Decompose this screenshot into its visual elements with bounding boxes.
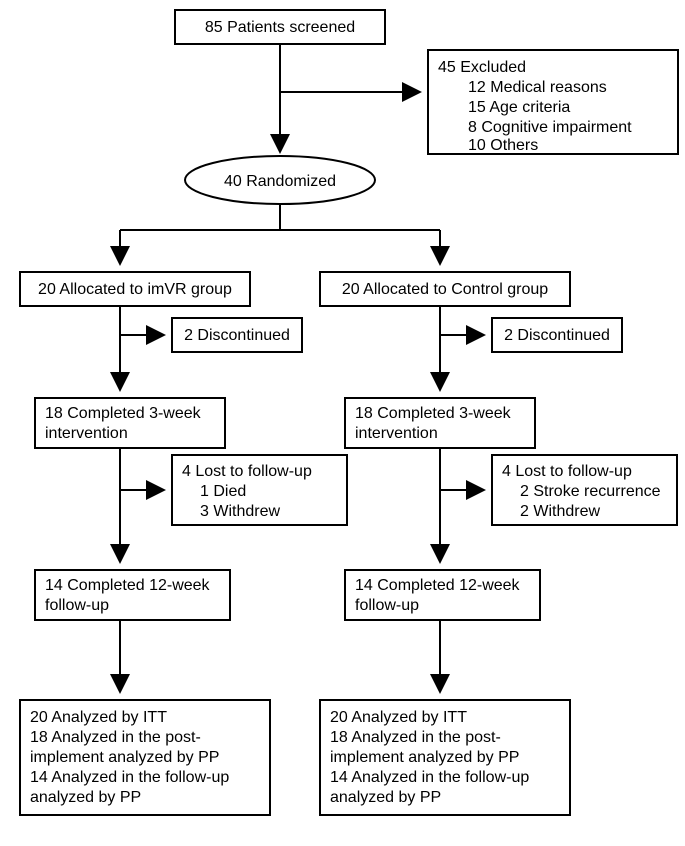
right-completed3-l2: intervention — [355, 425, 438, 442]
right-completed12-l2: follow-up — [355, 597, 419, 614]
left-allocated-text: 20 Allocated to imVR group — [38, 281, 232, 298]
left-analyzed-l4: 14 Analyzed in the follow-up — [30, 769, 229, 786]
right-lost-item-1: 2 Withdrew — [520, 503, 600, 520]
left-completed3-l1: 18 Completed 3-week — [45, 405, 202, 422]
right-completed12-l1: 14 Completed 12-week — [355, 577, 521, 594]
screened-text: 85 Patients screened — [205, 19, 355, 36]
left-analyzed-l2: 18 Analyzed in the post- — [30, 729, 201, 746]
flowchart: 85 Patients screened 45 Excluded 12 Medi… — [0, 0, 685, 846]
excluded-item-3: 10 Others — [468, 137, 538, 154]
right-analyzed-l5: analyzed by PP — [330, 789, 441, 806]
left-lost-item-1: 3 Withdrew — [200, 503, 280, 520]
left-completed3-l2: intervention — [45, 425, 128, 442]
left-analyzed-l1: 20 Analyzed by ITT — [30, 709, 167, 726]
left-lost-title: 4 Lost to follow-up — [182, 463, 312, 480]
excluded-title: 45 Excluded — [438, 59, 526, 76]
left-analyzed-l3: implement analyzed by PP — [30, 749, 219, 766]
left-analyzed-l5: analyzed by PP — [30, 789, 141, 806]
left-discontinued-text: 2 Discontinued — [184, 327, 290, 344]
right-completed3-l1: 18 Completed 3-week — [355, 405, 512, 422]
excluded-item-1: 15 Age criteria — [468, 99, 570, 116]
excluded-item-0: 12 Medical reasons — [468, 79, 607, 96]
left-completed12-l2: follow-up — [45, 597, 109, 614]
right-discontinued-text: 2 Discontinued — [504, 327, 610, 344]
left-lost-item-0: 1 Died — [200, 483, 246, 500]
left-completed12-l1: 14 Completed 12-week — [45, 577, 211, 594]
right-lost-item-0: 2 Stroke recurrence — [520, 483, 661, 500]
randomized-text: 40 Randomized — [224, 173, 336, 190]
right-lost-title: 4 Lost to follow-up — [502, 463, 632, 480]
excluded-item-2: 8 Cognitive impairment — [468, 119, 632, 136]
right-analyzed-l4: 14 Analyzed in the follow-up — [330, 769, 529, 786]
right-analyzed-l3: implement analyzed by PP — [330, 749, 519, 766]
right-analyzed-l2: 18 Analyzed in the post- — [330, 729, 501, 746]
right-allocated-text: 20 Allocated to Control group — [342, 281, 548, 298]
right-analyzed-l1: 20 Analyzed by ITT — [330, 709, 467, 726]
